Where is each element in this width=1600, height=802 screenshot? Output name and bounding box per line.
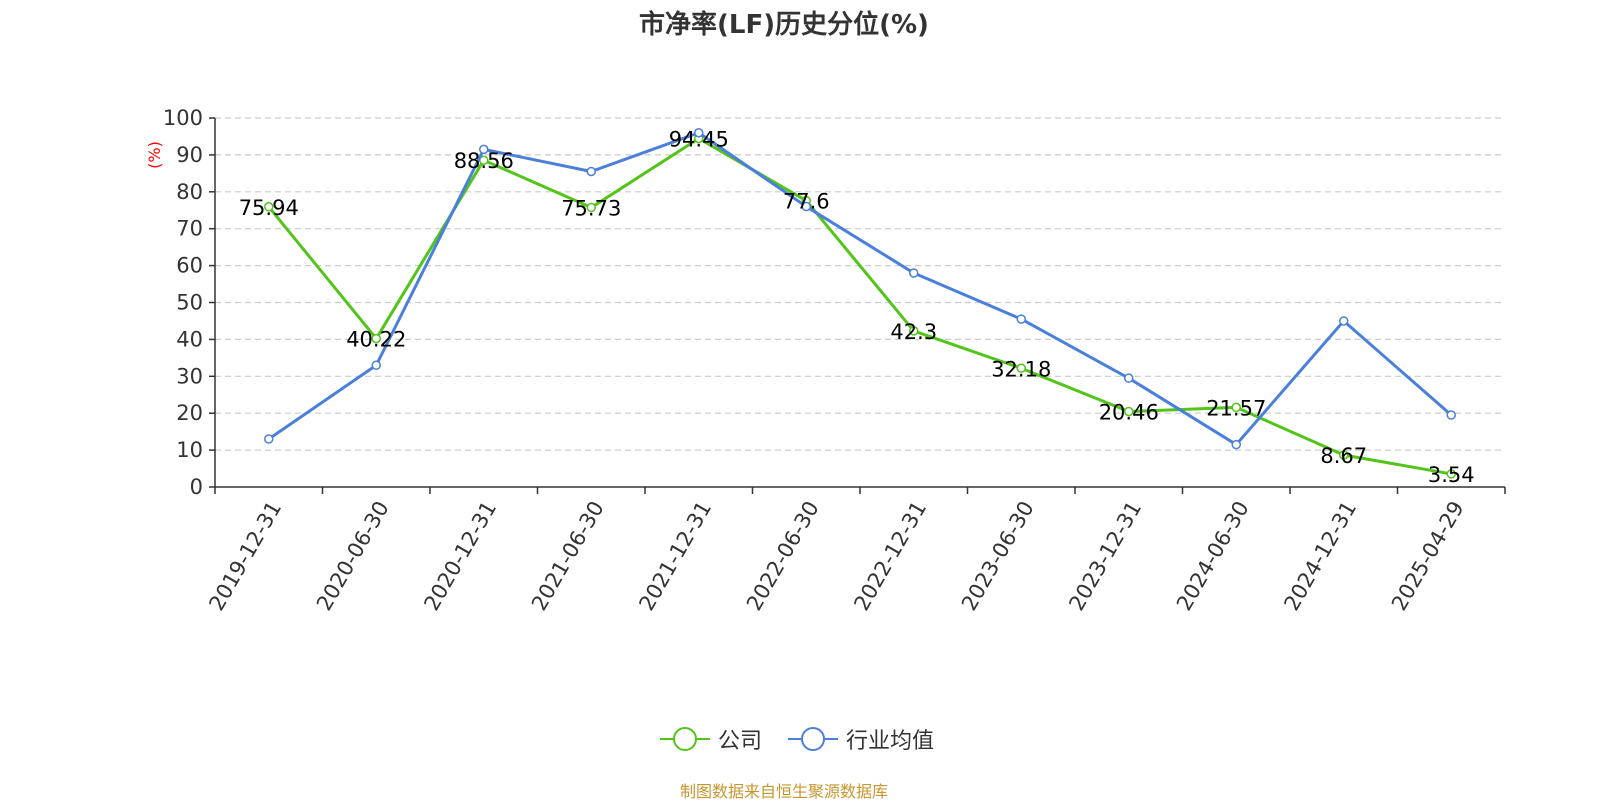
legend-company-icon — [660, 727, 710, 751]
y-tick-label: 100 — [163, 106, 203, 130]
x-tick-label: 2025-04-29 — [1387, 497, 1469, 615]
data-point-industry[interactable] — [1339, 316, 1349, 326]
legend-item-industry[interactable]: 行业均值 — [788, 724, 934, 754]
x-tick-label: 2023-12-31 — [1064, 497, 1146, 615]
data-label: 3.54 — [1428, 463, 1475, 487]
data-point-industry[interactable] — [479, 144, 489, 155]
data-labels: 75.94 40.22 88.56 75.73 94.45 77.6 42.3 32.18 20… — [239, 127, 1475, 486]
x-tick-label: 2022-06-30 — [742, 497, 824, 615]
y-tick-label: 80 — [176, 180, 203, 204]
x-tick-label: 2019-12-31 — [204, 497, 286, 615]
y-tick-label: 50 — [176, 291, 203, 315]
data-label: 75.94 — [239, 196, 299, 220]
data-point-company[interactable] — [1016, 363, 1026, 374]
data-label: 8.67 — [1320, 444, 1367, 468]
y-tick-label: 0 — [190, 475, 203, 499]
legend-label-company: 公司 — [718, 729, 763, 754]
x-tick-label: 2020-12-31 — [419, 497, 501, 615]
legend: 公司 行业均值 — [0, 724, 1568, 756]
data-label: 21.57 — [1206, 396, 1266, 420]
data-point-industry[interactable] — [909, 268, 919, 278]
data-point-company[interactable] — [1339, 450, 1349, 460]
legend-item-company[interactable]: 公司 — [660, 724, 762, 754]
axes: 0 10 20 30 40 50 60 70 80 90 100 2019-12-31 2020-06-… — [163, 106, 1506, 615]
data-label: 32.18 — [991, 357, 1051, 381]
data-point-company[interactable] — [1231, 402, 1241, 413]
y-tick-label: 10 — [176, 438, 203, 462]
data-point-industry[interactable] — [1016, 314, 1026, 324]
y-tick-label: 60 — [176, 254, 203, 278]
data-point-company[interactable] — [909, 326, 919, 336]
data-point-industry[interactable] — [1124, 373, 1134, 383]
x-tick-label: 2022-12-31 — [849, 497, 931, 615]
y-axis-label: (%) — [145, 141, 164, 169]
data-source-note: 制图数据来自恒生聚源数据库 — [679, 782, 888, 801]
y-tick-label: 70 — [176, 217, 203, 241]
legend-label-industry: 行业均值 — [846, 729, 935, 754]
x-tick-label: 2020-06-30 — [312, 497, 394, 615]
data-point-industry[interactable] — [1446, 410, 1456, 420]
x-tick-label: 2024-06-30 — [1172, 497, 1254, 615]
data-point-industry[interactable] — [371, 360, 381, 370]
y-tick-label: 90 — [176, 143, 203, 167]
data-point-company[interactable] — [1446, 469, 1456, 479]
data-point-industry[interactable] — [694, 128, 704, 138]
x-tick-label: 2023-06-30 — [957, 497, 1039, 615]
x-tick-label: 2021-12-31 — [634, 497, 716, 615]
x-tick-label: 2021-06-30 — [527, 497, 609, 615]
y-tick-label: 40 — [176, 327, 203, 351]
data-point-industry[interactable] — [586, 166, 596, 177]
data-label: 88.56 — [454, 149, 514, 173]
series-line-company — [267, 136, 1452, 476]
data-label: 77.6 — [783, 190, 830, 214]
legend-industry-icon — [788, 727, 838, 751]
data-label: 75.73 — [561, 197, 621, 221]
data-label: 40.22 — [346, 328, 406, 352]
y-tick-label: 20 — [176, 401, 203, 425]
series-line-industry — [267, 131, 1453, 447]
data-point-company[interactable] — [371, 333, 381, 344]
data-point-company[interactable] — [264, 202, 274, 212]
series-lines — [264, 128, 1456, 479]
data-label: 20.46 — [1099, 401, 1159, 425]
chart-title: 市净率(LF)历史分位(%) — [639, 10, 929, 40]
data-point-industry[interactable] — [1231, 439, 1241, 450]
y-tick-label: 30 — [176, 364, 203, 388]
data-label: 94.45 — [669, 127, 729, 151]
data-label: 42.3 — [890, 320, 937, 344]
data-point-company[interactable] — [586, 202, 596, 213]
data-point-industry[interactable] — [801, 201, 811, 212]
data-point-company[interactable] — [1124, 406, 1134, 417]
data-point-industry[interactable] — [264, 434, 274, 444]
x-tick-label: 2024-12-31 — [1279, 497, 1361, 615]
